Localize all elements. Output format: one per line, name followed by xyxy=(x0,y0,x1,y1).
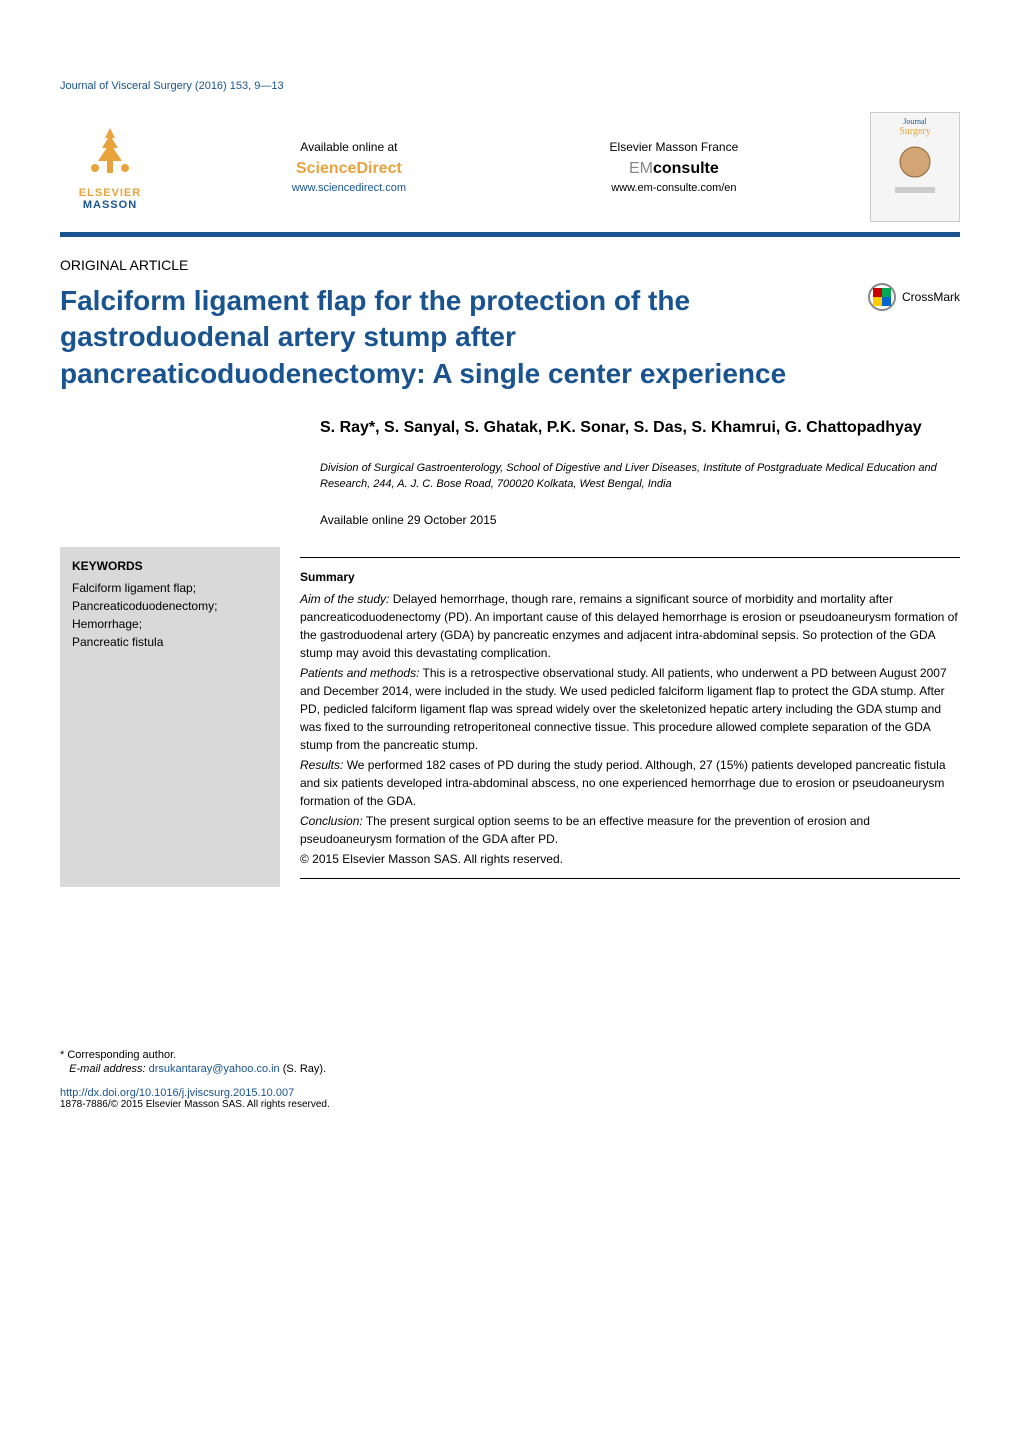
authors: S. Ray*, S. Sanyal, S. Ghatak, P.K. Sona… xyxy=(320,417,960,439)
article-title: Falciform ligament flap for the protecti… xyxy=(60,283,848,392)
sciencedirect-heading: Available online at xyxy=(292,140,406,154)
emconsulte-heading: Elsevier Masson France xyxy=(610,140,739,154)
section-label: ORIGINAL ARTICLE xyxy=(60,257,960,273)
conclusion-text: The present surgical option seems to be … xyxy=(300,814,870,846)
summary-heading: Summary xyxy=(300,568,960,586)
center-links: Available online at ScienceDirect www.sc… xyxy=(190,140,840,194)
keywords-heading: KEYWORDS xyxy=(72,557,268,575)
crossmark-label: CrossMark xyxy=(902,290,960,304)
elsevier-masson-logo: ELSEVIER MASSON xyxy=(60,112,160,222)
sciencedirect-brand[interactable]: ScienceDirect xyxy=(292,160,406,178)
crossmark-icon xyxy=(868,283,896,311)
summary-top-rule xyxy=(300,557,960,558)
email-line: E-mail address: drsukantaray@yahoo.co.in… xyxy=(60,1063,960,1075)
footer-copyright: 1878-7886/© 2015 Elsevier Masson SAS. Al… xyxy=(60,1099,960,1110)
aim-text: Delayed hemorrhage, though rare, remains… xyxy=(300,592,958,660)
elsevier-tree-icon xyxy=(80,123,140,183)
available-online-date: Available online 29 October 2015 xyxy=(320,513,960,527)
cover-title-2: Surgery xyxy=(899,126,930,137)
sciencedirect-url[interactable]: www.sciencedirect.com xyxy=(292,182,406,194)
emconsulte-block: Elsevier Masson France EMconsulte www.em… xyxy=(610,140,739,194)
conclusion-label: Conclusion: xyxy=(300,814,363,828)
journal-cover-thumb: Journal Surgery xyxy=(870,112,960,222)
keywords-items: Falciform ligament flap; Pancreaticoduod… xyxy=(72,579,268,651)
email-address[interactable]: drsukantaray@yahoo.co.in xyxy=(149,1063,280,1075)
email-author: (S. Ray). xyxy=(280,1063,326,1075)
emconsulte-brand[interactable]: EMconsulte xyxy=(610,160,739,178)
doi-link[interactable]: http://dx.doi.org/10.1016/j.jviscsurg.20… xyxy=(60,1087,960,1099)
consulte-suffix: consulte xyxy=(653,160,719,177)
results-label: Results: xyxy=(300,758,343,772)
email-label: E-mail address: xyxy=(69,1063,145,1075)
summary-copyright: © 2015 Elsevier Masson SAS. All rights r… xyxy=(300,850,960,868)
patients-label: Patients and methods: xyxy=(300,666,419,680)
keywords-box: KEYWORDS Falciform ligament flap; Pancre… xyxy=(60,547,280,887)
corresponding-author: * Corresponding author. xyxy=(60,1049,960,1061)
summary-bottom-rule xyxy=(300,878,960,879)
summary-block: Summary Aim of the study: Delayed hemorr… xyxy=(300,547,960,889)
publisher-line2: MASSON xyxy=(79,199,141,211)
results-text: We performed 182 cases of PD during the … xyxy=(300,758,946,808)
emconsulte-url[interactable]: www.em-consulte.com/en xyxy=(610,182,739,194)
footer: * Corresponding author. E-mail address: … xyxy=(60,1049,960,1110)
affiliation: Division of Surgical Gastroenterology, S… xyxy=(320,460,960,493)
cover-image-icon xyxy=(890,137,940,197)
em-prefix: EM xyxy=(629,160,653,177)
sciencedirect-block: Available online at ScienceDirect www.sc… xyxy=(292,140,406,194)
crossmark-badge[interactable]: CrossMark xyxy=(868,283,960,311)
journal-reference: Journal of Visceral Surgery (2016) 153, … xyxy=(60,80,960,92)
aim-label: Aim of the study: xyxy=(300,592,389,606)
top-banner: ELSEVIER MASSON Available online at Scie… xyxy=(60,112,960,222)
blue-divider xyxy=(60,232,960,237)
cover-title-1: Journal xyxy=(903,117,927,126)
publisher-line1: ELSEVIER xyxy=(79,187,141,199)
